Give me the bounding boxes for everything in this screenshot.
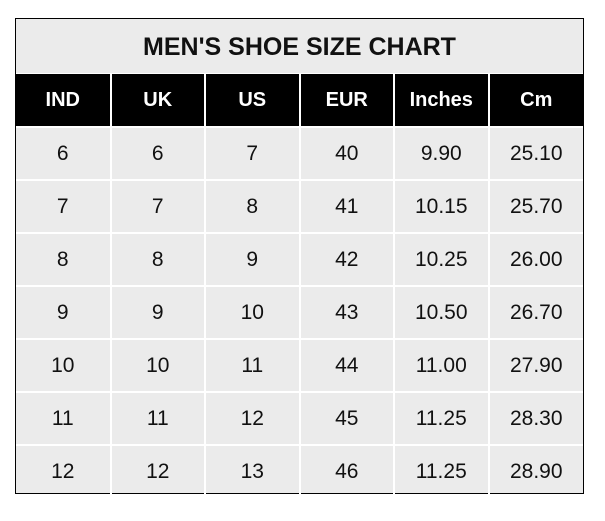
table-cell: 12 <box>109 444 206 497</box>
table-cell: 25.10 <box>487 126 583 181</box>
table-row: 12 12 13 46 11.25 28.90 <box>16 444 583 497</box>
table-cell: 45 <box>298 391 395 446</box>
table-cell: 10 <box>16 338 112 393</box>
table-row: 6 6 7 40 9.90 25.10 <box>16 126 583 181</box>
table-cell: 26.00 <box>487 232 583 287</box>
table-cell: 6 <box>109 126 206 181</box>
table-cell: 11.00 <box>393 338 490 393</box>
column-header: Cm <box>487 74 583 127</box>
column-header: US <box>204 74 300 127</box>
table-cell: 7 <box>109 179 206 234</box>
size-chart: MEN'S SHOE SIZE CHART IND UK US EUR Inches Cm… <box>15 18 584 497</box>
table-cell: 27.90 <box>487 338 583 393</box>
column-header: UK <box>109 74 205 127</box>
table-cell: 6 <box>16 126 112 181</box>
table-cell: 41 <box>298 179 395 234</box>
table-cell: 10.25 <box>393 232 490 287</box>
table-cell: 44 <box>298 338 395 393</box>
table-cell: 42 <box>298 232 395 287</box>
column-header: IND <box>16 74 111 127</box>
table-cell: 8 <box>16 232 112 287</box>
header-row: IND UK US EUR Inches Cm <box>16 74 583 127</box>
table-cell: 8 <box>109 232 206 287</box>
table-cell: 43 <box>298 285 395 340</box>
table-cell: 10.50 <box>393 285 490 340</box>
table-cell: 26.70 <box>487 285 583 340</box>
table-row: 8 8 9 42 10.25 26.00 <box>16 232 583 287</box>
table-cell: 10.15 <box>393 179 490 234</box>
table-cell: 13 <box>204 444 301 497</box>
table-row: 10 10 11 44 11.00 27.90 <box>16 338 583 393</box>
table-cell: 7 <box>204 126 301 181</box>
table-cell: 11.25 <box>393 444 490 497</box>
table-row: 7 7 8 41 10.15 25.70 <box>16 179 583 234</box>
table-cell: 8 <box>204 179 301 234</box>
table-cell: 7 <box>16 179 112 234</box>
table-cell: 11.25 <box>393 391 490 446</box>
table-cell: 12 <box>204 391 301 446</box>
table-cell: 25.70 <box>487 179 583 234</box>
table-cell: 11 <box>109 391 206 446</box>
table-cell: 46 <box>298 444 395 497</box>
column-header: Inches <box>393 74 489 127</box>
table-cell: 9 <box>109 285 206 340</box>
table-cell: 28.30 <box>487 391 583 446</box>
table-cell: 11 <box>204 338 301 393</box>
table-cell: 10 <box>204 285 301 340</box>
table-cell: 28.90 <box>487 444 583 497</box>
table-cell: 10 <box>109 338 206 393</box>
chart-title: MEN'S SHOE SIZE CHART <box>16 19 583 74</box>
table-cell: 9.90 <box>393 126 490 181</box>
table-cell: 11 <box>16 391 112 446</box>
table-cell: 40 <box>298 126 395 181</box>
table-row: 11 11 12 45 11.25 28.30 <box>16 391 583 446</box>
table-cell: 9 <box>16 285 112 340</box>
column-header: EUR <box>298 74 394 127</box>
size-table: IND UK US EUR Inches Cm 6 6 7 40 9.90 25.10 7 7 8 41 10… <box>16 74 583 497</box>
table-cell: 9 <box>204 232 301 287</box>
table-row: 9 9 10 43 10.50 26.70 <box>16 285 583 340</box>
table-cell: 12 <box>16 444 112 497</box>
